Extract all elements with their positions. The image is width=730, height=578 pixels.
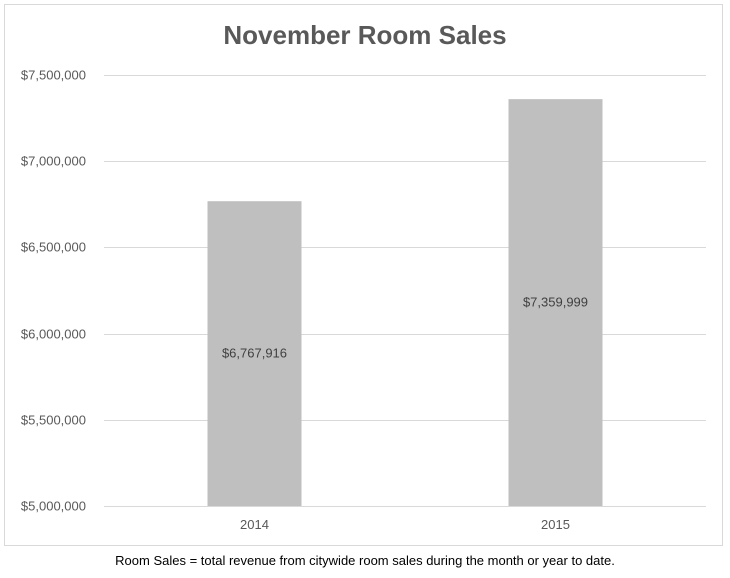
x-tick-label: 2015 — [541, 517, 570, 532]
y-tick-label: $5,500,000 — [21, 413, 86, 428]
x-tick-label: 2014 — [240, 517, 269, 532]
y-tick-label: $5,000,000 — [21, 499, 86, 514]
bar-data-label: $6,767,916 — [222, 346, 287, 361]
y-tick-label: $7,000,000 — [21, 154, 86, 169]
chart-title: November Room Sales — [223, 20, 507, 50]
bar-data-label: $7,359,999 — [523, 295, 588, 310]
chart-frame — [4, 4, 723, 546]
footnote: Room Sales = total revenue from citywide… — [115, 553, 615, 568]
y-tick-label: $6,000,000 — [21, 327, 86, 342]
bar — [207, 201, 302, 506]
bar — [508, 99, 603, 506]
y-tick-label: $7,500,000 — [21, 68, 86, 83]
y-tick-label: $6,500,000 — [21, 240, 86, 255]
bar-chart: $5,000,000 $5,500,000 $6,000,000 $6,500,000… — [21, 68, 706, 532]
